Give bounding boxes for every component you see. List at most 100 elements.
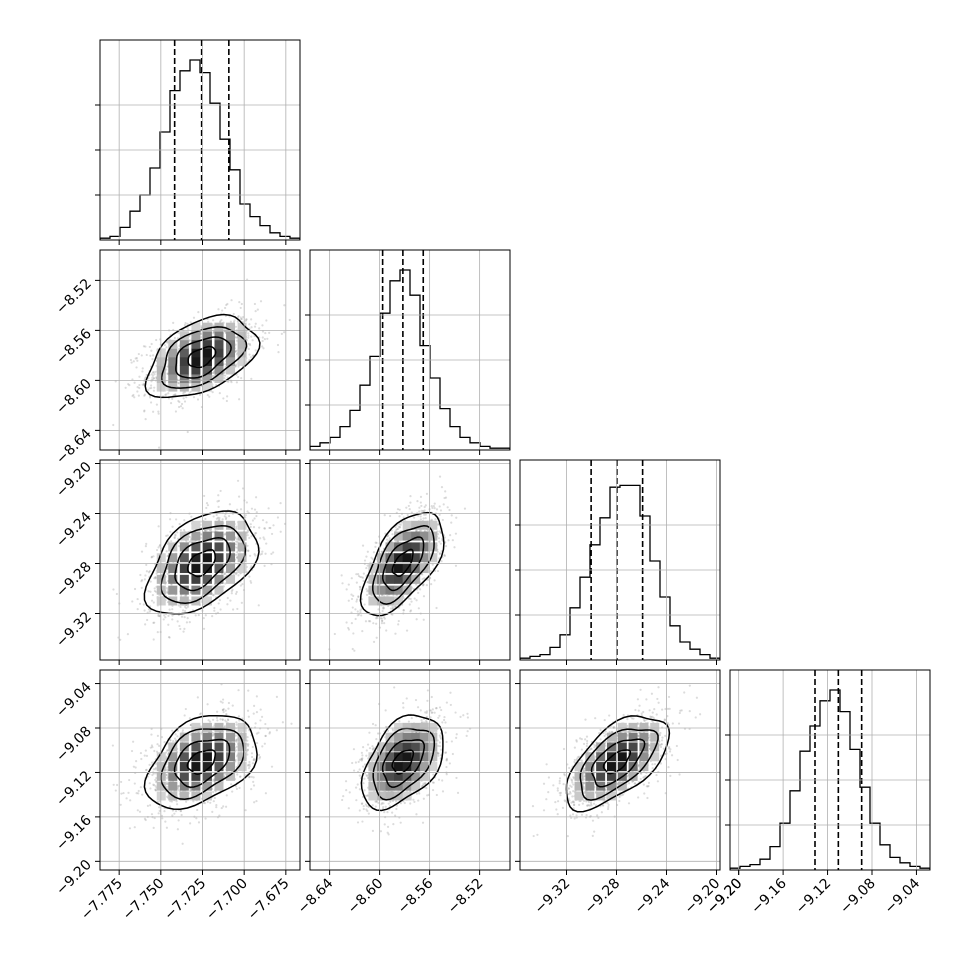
scatter-point: [347, 583, 350, 586]
scatter-point: [569, 792, 572, 795]
scatter-point: [433, 711, 436, 714]
scatter-point: [582, 742, 586, 746]
y-tick-label: −9.32: [53, 609, 95, 651]
scatter-point: [443, 715, 446, 719]
scatter-point: [558, 779, 561, 783]
density-cell: [376, 762, 386, 772]
scatter-point: [572, 807, 575, 810]
scatter-point: [379, 617, 382, 620]
contour-2: [173, 738, 231, 788]
scatter-point: [568, 799, 571, 802]
scatter-point: [192, 540, 195, 543]
density-cell: [411, 752, 421, 762]
scatter-point: [120, 780, 123, 784]
scatter-point: [212, 330, 215, 333]
scatter-point: [573, 758, 576, 762]
scatter-point: [183, 519, 186, 522]
scatter-point: [444, 751, 448, 754]
scatter-point: [290, 722, 293, 725]
scatter-point: [149, 401, 153, 404]
density-cell: [402, 742, 412, 752]
scatter-point: [150, 555, 154, 558]
scatter-point: [255, 732, 259, 735]
density-cell: [191, 762, 201, 772]
scatter-point: [157, 446, 161, 449]
contour-1: [186, 749, 217, 775]
scatter-point: [459, 715, 462, 719]
scatter-point: [440, 737, 443, 740]
scatter-point: [122, 791, 125, 795]
scatter-point: [244, 809, 247, 812]
density-cell: [394, 531, 404, 541]
scatter-point: [671, 722, 674, 725]
scatter-point: [366, 743, 370, 746]
scatter-point: [166, 567, 169, 570]
density-cell: [202, 339, 212, 349]
scatter-point: [152, 377, 156, 380]
scatter-point: [651, 715, 654, 719]
scatter-point: [212, 332, 215, 335]
scatter-point: [345, 789, 348, 792]
scatter-point: [158, 806, 161, 809]
scatter-point: [156, 631, 159, 634]
scatter-point: [453, 546, 456, 549]
scatter-point: [177, 544, 181, 548]
scatter-point: [234, 749, 237, 752]
scatter-point: [186, 605, 190, 608]
scatter-point: [165, 550, 168, 553]
scatter-point: [394, 814, 397, 817]
density-cell: [368, 596, 378, 606]
scatter-point: [129, 799, 132, 802]
scatter-point: [203, 529, 207, 532]
scatter-point: [408, 508, 411, 511]
scatter-point: [168, 608, 171, 611]
scatter-point: [398, 515, 401, 518]
scatter-point: [183, 323, 187, 327]
scatter-point: [236, 316, 240, 319]
scatter-point: [237, 689, 240, 692]
density-cell: [376, 564, 386, 574]
density-cell: [214, 374, 224, 384]
scatter-point: [128, 827, 132, 830]
density-cell: [574, 762, 584, 772]
scatter-point: [231, 790, 234, 793]
density-cell: [385, 553, 395, 563]
scatter-point: [440, 486, 444, 489]
scatter-point: [358, 585, 362, 588]
scatter-point: [370, 573, 373, 576]
scatter-point: [395, 800, 398, 803]
scatter-point: [661, 708, 664, 711]
scatter-point: [449, 703, 452, 707]
scatter-point: [222, 710, 225, 714]
scatter-point: [200, 731, 203, 735]
scatter-point: [670, 754, 674, 757]
scatter-point: [357, 573, 360, 576]
scatter-point: [248, 575, 251, 578]
scatter-point: [189, 321, 192, 324]
scatter-point: [440, 560, 443, 563]
density-cell: [179, 374, 189, 384]
density-cell: [596, 791, 606, 801]
scatter-point: [152, 621, 155, 624]
scatter-point: [445, 759, 448, 762]
scatter-point: [593, 746, 596, 749]
scatter-point: [357, 760, 360, 763]
scatter-point: [568, 790, 572, 794]
scatter-point: [351, 647, 354, 651]
scatter-point: [352, 748, 356, 751]
scatter-point: [362, 805, 365, 808]
contours: [360, 714, 444, 812]
scatter-point: [562, 747, 566, 751]
scatter-point: [174, 393, 177, 396]
scatter-point: [169, 739, 172, 742]
scatter-point: [371, 722, 375, 726]
scatter-point: [142, 603, 145, 606]
scatter-point: [237, 495, 241, 498]
scatter-point: [431, 708, 434, 711]
scatter-point: [436, 752, 440, 755]
scatter-point: [184, 321, 187, 325]
scatter-point: [177, 819, 180, 822]
scatter-point: [173, 336, 176, 340]
scatter-point: [226, 395, 229, 398]
density-cell: [202, 771, 212, 781]
